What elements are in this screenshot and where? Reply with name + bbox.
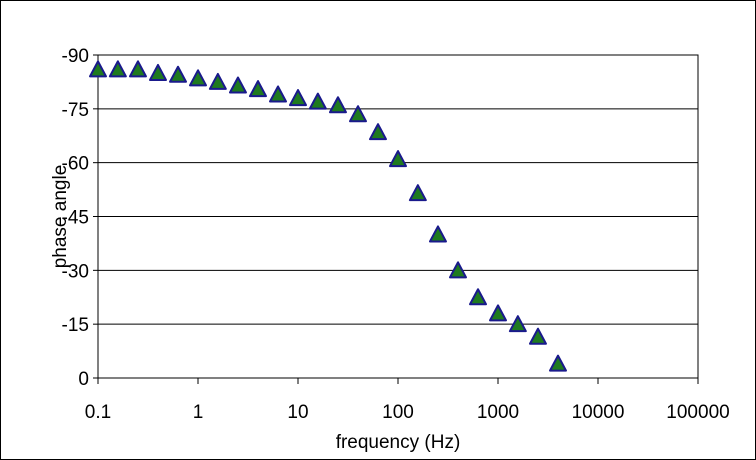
- data-point: [89, 60, 107, 78]
- data-point: [548, 354, 567, 372]
- x-axis-ticks: 0.1 1 10 100 1000 10000 100000: [85, 378, 730, 423]
- data-point: [248, 80, 267, 98]
- data-point: [348, 105, 367, 123]
- data-point: [369, 123, 388, 141]
- data-point: [528, 327, 547, 345]
- y-tick-label: -45: [62, 208, 89, 229]
- data-point: [169, 65, 188, 83]
- data-point: [269, 85, 288, 103]
- y-tick-label: -75: [62, 100, 89, 121]
- y-tick-label: -90: [62, 46, 89, 67]
- data-point: [308, 92, 327, 110]
- y-tick-label: 0: [78, 369, 89, 390]
- data-point: [189, 69, 207, 87]
- data-point: [128, 60, 147, 78]
- x-tick-label: 100: [382, 402, 414, 423]
- data-point: [289, 89, 307, 107]
- x-tick-label: 100000: [666, 402, 729, 423]
- data-point: [208, 72, 227, 90]
- data-point: [508, 315, 527, 333]
- gridlines: [98, 54, 698, 325]
- x-tick-label: 10: [287, 402, 308, 423]
- data-point: [389, 150, 407, 168]
- x-axis-title: frequency (Hz): [336, 432, 461, 453]
- y-tick-label: -15: [62, 315, 89, 336]
- x-tick-label: 1: [193, 402, 204, 423]
- data-point: [489, 304, 507, 322]
- y-axis-title: phase angle: [50, 165, 71, 269]
- y-tick-label: -30: [62, 261, 89, 282]
- x-tick-label: 0.1: [85, 402, 111, 423]
- data-point: [408, 184, 427, 202]
- data-point: [428, 225, 447, 243]
- x-tick-label: 1000: [477, 402, 519, 423]
- data-point: [448, 261, 467, 279]
- data-point: [328, 96, 347, 114]
- data-point: [148, 63, 167, 81]
- x-tick-label: 10000: [572, 402, 625, 423]
- data-points: [89, 60, 567, 372]
- data-point: [108, 60, 127, 78]
- data-point: [469, 288, 488, 306]
- y-axis-ticks: -90 -75 -60 -45 -30 -15 0: [62, 46, 98, 390]
- data-point: [228, 76, 247, 94]
- y-tick-label: -60: [62, 154, 89, 175]
